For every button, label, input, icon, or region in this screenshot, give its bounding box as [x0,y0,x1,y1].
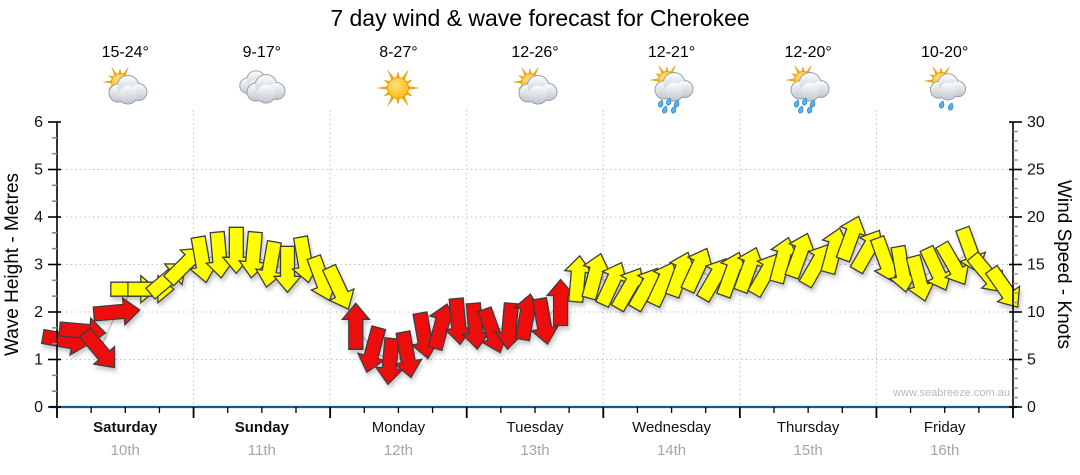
day-name: Sunday [234,419,289,436]
wind-arrows [40,215,1021,386]
wind-arrow [393,330,423,379]
day-date: 12th [383,442,414,459]
axes: 0 1 2 3 4 5 6 0 5 10 15 20 25 30 [34,114,1045,418]
right-axis-tick-label: 10 [1027,304,1045,321]
left-axis-tick-label: 4 [34,209,43,226]
weather-icon-cloudy [234,64,290,114]
day-date: 14th [656,442,687,459]
day-date: 10th [110,442,140,459]
left-axis-tick-label: 1 [34,352,43,369]
cloud [654,72,694,102]
day-temp-range: 8-27° [379,44,418,61]
wind-arrow [321,263,355,311]
rain-drop [798,105,804,114]
cloud [246,74,286,104]
rain-drop [665,97,671,106]
page-title: 7 day wind & wave forecast for Cherokee [330,5,750,31]
wind-arrow [340,302,371,350]
rain-drop [657,99,663,108]
left-axis-title: Wave Height - Metres [2,173,23,356]
rain-drop [794,99,800,108]
rain-drop [807,105,813,114]
rain-drop [802,97,808,106]
left-axis-tick-label: 5 [34,162,43,179]
wind-arrow [529,296,560,346]
sun-disc [387,77,410,99]
cloud [929,73,966,101]
right-axis-tick-label: 0 [1027,399,1036,416]
day-name: Wednesday [632,419,712,436]
right-axis-tick-label: 30 [1027,114,1045,131]
day-name: Monday [371,419,426,436]
rain-drop [938,100,944,109]
cloud [518,75,558,105]
rain-drop [661,105,667,114]
left-axis-tick-label: 0 [34,399,43,416]
day-name: Tuesday [506,419,564,436]
day-name: Thursday [776,419,840,436]
wind-arrow [272,245,303,294]
day-name: Saturday [93,419,158,436]
cloud [108,75,148,105]
day-temp-range: 12-20° [784,44,832,61]
weather-icon-showers [644,64,700,114]
right-axis-tick-label: 15 [1027,257,1045,274]
right-axis-tick-label: 5 [1027,352,1036,369]
right-axis-tick-label: 25 [1027,162,1045,179]
weather-icon-showers [780,64,836,114]
rain-drop [947,102,953,111]
weather-icon-partly-cloudy [507,64,563,114]
day-temp-range: 12-21° [647,44,696,61]
left-axis-tick-label: 6 [34,114,43,131]
day-date: 11th [247,442,276,459]
right-axis-title: Wind Speed - Knots [1053,180,1074,349]
wind-arrow [984,264,1021,308]
cloud [790,72,830,102]
rain-drop [670,105,676,114]
day-name: Friday [923,419,966,436]
day-temp-range: 10-20° [921,44,969,61]
left-axis-tick-label: 2 [34,304,43,321]
day-date: 16th [930,442,960,459]
left-axis-tick-label: 3 [34,257,43,274]
weather-icon-light-showers [917,64,973,114]
day-temp-range: 12-26° [511,44,559,61]
watermark: www.seabreeze.com.au [893,387,1010,399]
weather-icon-partly-cloudy [97,64,153,114]
wind-arrow [92,296,141,327]
right-axis-tick-label: 20 [1027,209,1045,226]
day-date: 15th [793,442,823,459]
wind-arrow [78,326,116,369]
day-temp-range: 15-24° [101,44,149,61]
day-date: 13th [520,442,550,459]
day-temp-range: 9-17° [242,44,282,61]
weather-icon-sunny [370,64,426,114]
